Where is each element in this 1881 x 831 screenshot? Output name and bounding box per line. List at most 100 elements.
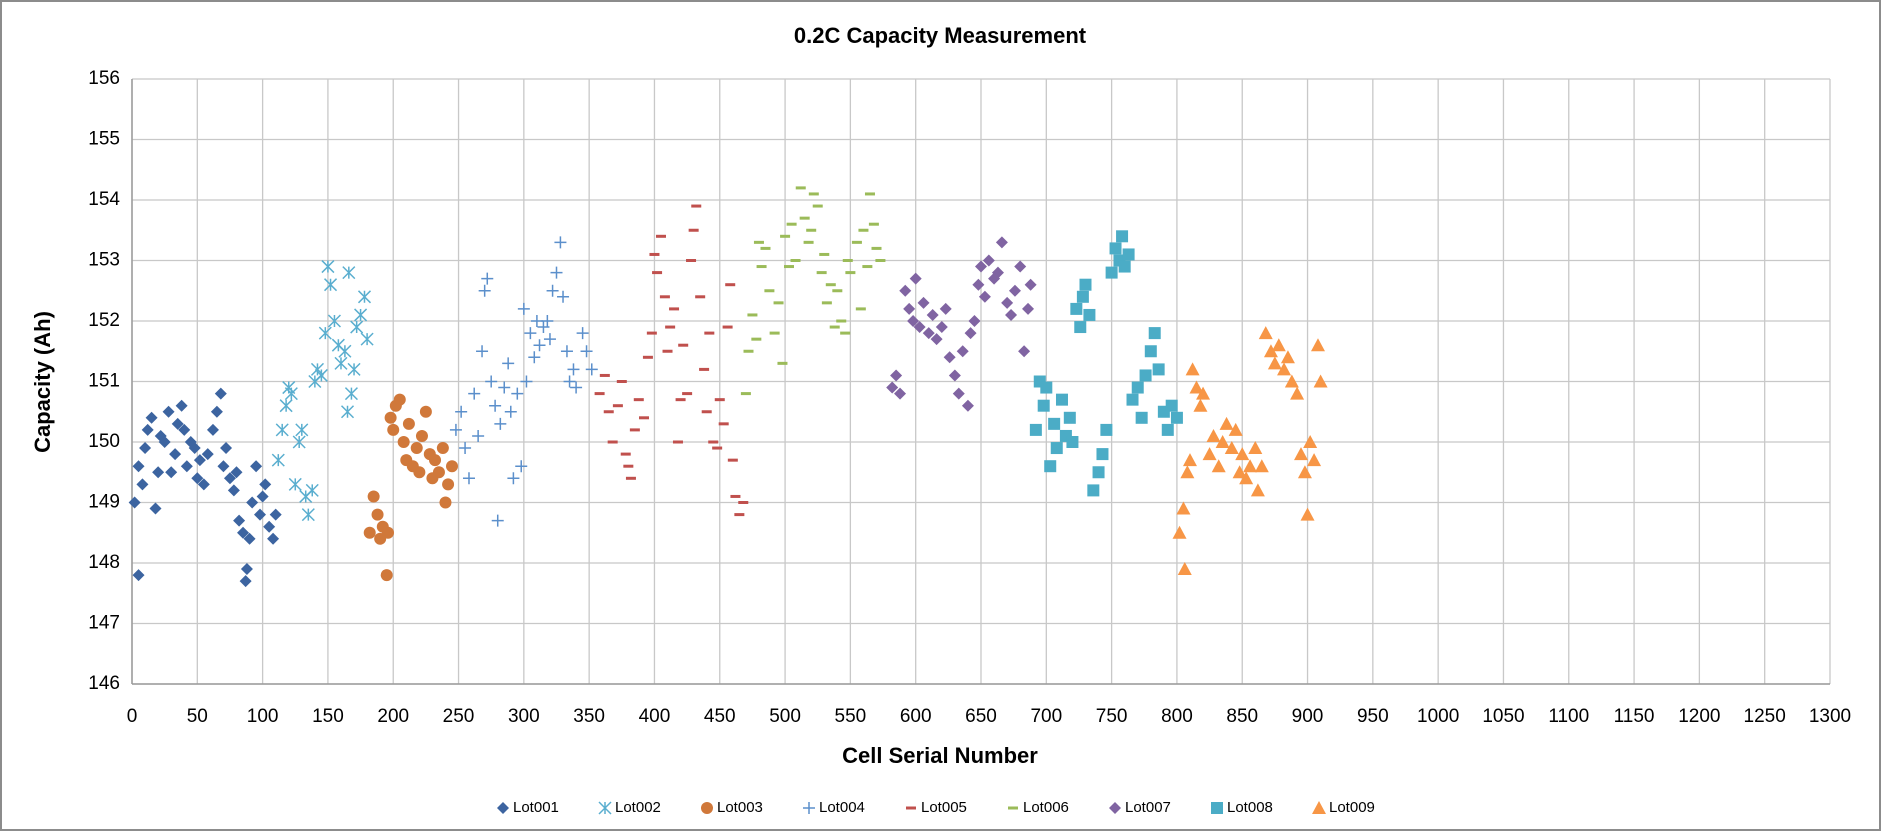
- point: [295, 423, 309, 437]
- point: [397, 436, 410, 448]
- point: [271, 453, 285, 467]
- point: [387, 423, 400, 436]
- point: [550, 266, 563, 279]
- point: [795, 186, 806, 190]
- point: [982, 254, 995, 267]
- point: [1206, 428, 1221, 442]
- point: [1131, 381, 1144, 394]
- x-tick-label: 1050: [1482, 706, 1524, 727]
- legend-label: Lot004: [819, 799, 865, 816]
- point: [1161, 423, 1174, 436]
- point: [382, 526, 395, 539]
- point: [267, 532, 280, 545]
- point: [380, 569, 393, 582]
- point: [363, 526, 376, 539]
- point: [165, 466, 178, 479]
- point: [201, 448, 214, 461]
- point: [871, 246, 882, 250]
- legend-item: Lot002: [598, 799, 661, 816]
- point: [275, 423, 289, 437]
- point: [321, 260, 335, 274]
- point: [1254, 459, 1269, 473]
- legend-marker: [598, 801, 612, 815]
- point: [1239, 471, 1254, 485]
- point: [233, 514, 246, 527]
- point: [1118, 260, 1131, 273]
- point: [169, 448, 182, 461]
- point: [498, 381, 511, 394]
- legend-label: Lot006: [1023, 799, 1069, 816]
- point: [468, 387, 481, 400]
- y-tick-label: 156: [88, 68, 120, 89]
- point: [675, 398, 686, 402]
- point: [808, 192, 819, 196]
- point: [139, 442, 152, 455]
- y-tick-label: 151: [88, 371, 120, 392]
- point: [472, 429, 485, 442]
- legend-label: Lot005: [921, 799, 967, 816]
- point: [747, 313, 758, 317]
- point: [1172, 525, 1187, 539]
- point: [930, 333, 943, 346]
- point: [449, 423, 462, 436]
- x-axis-title: Cell Serial Number: [842, 743, 1038, 768]
- legend-label: Lot008: [1227, 799, 1273, 816]
- legend-marker: [1008, 806, 1018, 810]
- point: [1182, 453, 1197, 467]
- point: [402, 417, 415, 430]
- point: [1152, 363, 1165, 376]
- point: [1294, 447, 1309, 461]
- point: [862, 265, 873, 269]
- point: [845, 271, 856, 275]
- point: [1135, 411, 1148, 424]
- point: [1048, 417, 1061, 430]
- point: [344, 387, 358, 401]
- point: [616, 380, 627, 383]
- point: [432, 466, 445, 479]
- point: [961, 399, 974, 412]
- x-tick-label: 650: [965, 706, 997, 727]
- point: [1219, 416, 1234, 430]
- point: [607, 440, 618, 444]
- point: [612, 404, 623, 408]
- point: [769, 331, 780, 335]
- point: [515, 460, 528, 473]
- x-tick-label: 200: [377, 706, 409, 727]
- point: [972, 278, 985, 291]
- point: [1232, 465, 1247, 479]
- point: [727, 458, 738, 462]
- point: [132, 460, 145, 473]
- point: [393, 393, 406, 406]
- legend-marker: [1312, 801, 1326, 814]
- x-tick-label: 1200: [1678, 706, 1720, 727]
- point: [740, 392, 751, 396]
- point: [350, 320, 364, 334]
- point: [975, 260, 987, 273]
- point: [652, 271, 663, 275]
- x-tick-label: 100: [247, 706, 279, 727]
- y-tick-label: 154: [88, 189, 120, 210]
- x-tick-label: 500: [769, 706, 801, 727]
- point: [722, 325, 733, 329]
- point: [816, 271, 827, 275]
- point: [210, 405, 223, 418]
- point: [594, 392, 605, 396]
- point: [773, 301, 784, 305]
- point: [756, 265, 767, 269]
- point: [415, 429, 428, 442]
- point: [1303, 435, 1318, 448]
- point: [580, 345, 593, 358]
- y-tick-label: 153: [88, 250, 120, 271]
- point: [511, 387, 524, 400]
- point: [334, 356, 348, 370]
- point: [1005, 308, 1018, 321]
- point: [1083, 308, 1096, 321]
- point: [1148, 327, 1161, 340]
- point: [1248, 441, 1263, 455]
- point: [738, 501, 749, 504]
- point: [1070, 302, 1083, 315]
- point: [1139, 369, 1152, 382]
- y-axis-title: Capacity (Ah): [30, 311, 55, 453]
